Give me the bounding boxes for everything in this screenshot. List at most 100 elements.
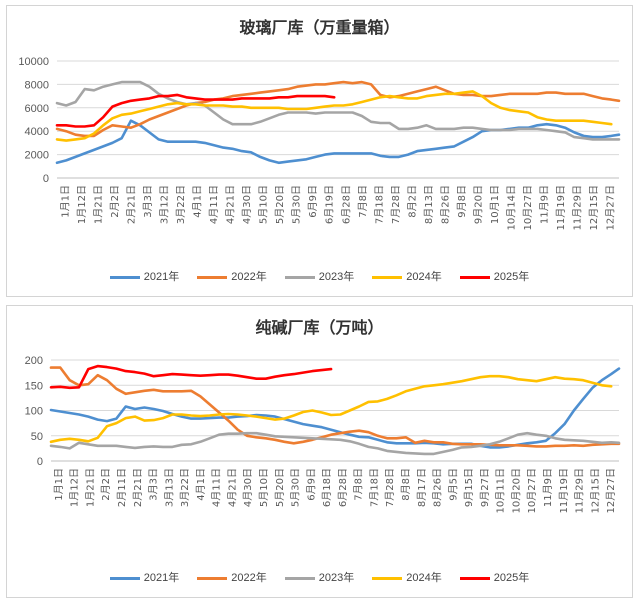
y-tick-label: 100 <box>25 406 43 418</box>
series-line-2021年 <box>55 119 621 165</box>
series-line-2021年 <box>49 367 621 449</box>
legend-item: 2024年 <box>372 569 442 585</box>
x-tick-label: 12月15日 <box>588 185 600 230</box>
soda-ash-inventory-chart-panel: 纯碱厂库（万吨） 0 50 100 150 200 1月1日 1月12日 1月21日 2月2日 2… <box>6 305 633 598</box>
x-tick-label: 11月9日 <box>542 468 554 507</box>
x-tick-label: 4月1日 <box>195 468 207 501</box>
x-tick-label: 11月9日 <box>539 185 551 224</box>
series-line-2025年 <box>49 364 333 390</box>
x-tick-label: 5月30日 <box>290 468 302 507</box>
legend-item: 2023年 <box>284 569 355 585</box>
y-tick-label: 0 <box>37 456 43 468</box>
y-tick-label: 150 <box>25 380 43 392</box>
x-tick-label: 10月20日 <box>510 468 522 513</box>
x-tick-label: 6月18日 <box>321 468 333 507</box>
x-tick-label: 6月9日 <box>305 468 317 501</box>
soda-ash-chart-legend: 2021年 2022年 2023年 2024年 2025年 <box>7 569 632 585</box>
y-tick-label: 50 <box>31 431 43 443</box>
legend-item: 2022年 <box>197 268 267 284</box>
x-tick-label: 8月2日 <box>406 185 418 218</box>
y-tick-label: 2000 <box>25 150 49 162</box>
x-tick-label: 11月19日 <box>558 468 570 513</box>
x-tick-label: 10月14日 <box>506 185 518 230</box>
x-tick-label: 4月1日 <box>192 185 204 218</box>
x-tick-label: 4月21日 <box>225 185 237 224</box>
x-tick-label: 11月29日 <box>574 468 586 513</box>
x-tick-label: 3月22日 <box>175 185 187 224</box>
y-tick-label: 4000 <box>25 126 49 138</box>
x-tick-label: 8月26日 <box>439 185 451 224</box>
x-tick-label: 1月12日 <box>69 468 81 507</box>
y-tick-label: 6000 <box>25 103 49 115</box>
x-tick-label: 7月8日 <box>357 185 369 218</box>
x-tick-label: 11月19日 <box>555 185 567 230</box>
legend-item: 2023年 <box>284 268 355 284</box>
x-tick-label: 9月20日 <box>473 185 485 224</box>
x-tick-label: 8月8日 <box>400 468 412 501</box>
x-tick-label: 6月19日 <box>324 185 336 224</box>
legend-label: 2023年 <box>318 572 355 584</box>
x-tick-label: 10月11日 <box>495 468 507 513</box>
series-line-2023年 <box>49 431 621 456</box>
glass-chart-plot: 0 2000 4000 6000 8000 10000 1月1日 1月12日 1月21日 2月2日… <box>18 56 621 230</box>
x-tick-label: 6月28日 <box>340 185 352 224</box>
x-tick-label: 8月26日 <box>432 468 444 507</box>
x-tick-label: 3月12日 <box>158 185 170 224</box>
x-tick-label: 12月27日 <box>605 185 617 230</box>
legend-swatch <box>109 275 140 279</box>
legend-item: 2024年 <box>372 268 442 284</box>
x-tick-label: 8月13日 <box>423 185 435 224</box>
x-tick-label: 5月10日 <box>258 468 270 507</box>
x-tick-label: 3月22日 <box>179 468 191 507</box>
series-line-2025年 <box>55 93 336 128</box>
x-tick-label: 4月21日 <box>226 468 238 507</box>
legend-swatch <box>372 576 403 580</box>
legend-item: 2021年 <box>109 268 180 284</box>
legend-label: 2025年 <box>493 271 530 283</box>
x-tick-label: 4月30日 <box>241 185 253 224</box>
series-line-2024年 <box>55 90 613 142</box>
x-tick-label: 10月27日 <box>522 185 534 230</box>
x-tick-label: 2月2日 <box>109 185 121 218</box>
x-tick-label: 5月20日 <box>274 468 286 507</box>
x-tick-label: 2月21日 <box>125 185 137 224</box>
x-tick-label: 2月11日 <box>116 468 128 507</box>
series-line-2024年 <box>49 374 613 444</box>
x-tick-label: 7月8日 <box>353 468 365 501</box>
x-tick-label: 9月15日 <box>463 468 475 507</box>
x-tick-label: 9月5日 <box>447 468 459 501</box>
series-line-2022年 <box>49 366 621 448</box>
x-tick-label: 10月1日 <box>489 185 501 224</box>
glass-inventory-chart-panel: 玻璃厂库（万重量箱） 0 2000 4000 6000 8000 10000 1月1日 1月1… <box>6 5 633 297</box>
x-tick-label: 4月11日 <box>211 468 223 507</box>
x-tick-label: 7月28日 <box>390 185 402 224</box>
x-tick-label: 5月10日 <box>258 185 270 224</box>
x-tick-label: 12月15日 <box>589 468 601 513</box>
legend-item: 2025年 <box>459 268 530 284</box>
soda-ash-chart-plot: 0 50 100 150 200 1月1日 1月12日 1月21日 2月2日 2月11日 2月21日… <box>25 355 621 513</box>
x-tick-label: 6月28日 <box>337 468 349 507</box>
x-tick-label: 2月21日 <box>132 468 144 507</box>
legend-label: 2023年 <box>318 271 355 283</box>
series-line-2023年 <box>55 80 621 141</box>
legend-label: 2024年 <box>406 271 442 283</box>
x-tick-label: 6月9日 <box>307 185 319 218</box>
x-tick-label: 3月3日 <box>142 185 154 218</box>
legend-swatch <box>284 275 315 279</box>
y-tick-label: 200 <box>25 355 43 367</box>
legend-label: 2021年 <box>143 271 180 283</box>
legend-label: 2022年 <box>231 271 267 283</box>
x-tick-label: 12月27日 <box>605 468 617 513</box>
series-line-2022年 <box>55 80 621 138</box>
x-tick-label: 7月28日 <box>384 468 396 507</box>
x-tick-label: 8月17日 <box>416 468 428 507</box>
x-tick-label: 3月13日 <box>163 468 175 507</box>
x-tick-label: 1月12日 <box>76 185 88 224</box>
y-tick-label: 0 <box>43 173 49 185</box>
x-tick-label: 1月21日 <box>92 185 104 224</box>
x-tick-label: 5月20日 <box>274 185 286 224</box>
x-tick-label: 4月11日 <box>208 185 220 224</box>
x-tick-label: 7月18日 <box>368 468 380 507</box>
legend-label: 2024年 <box>406 572 442 584</box>
x-tick-label: 7月18日 <box>373 185 385 224</box>
